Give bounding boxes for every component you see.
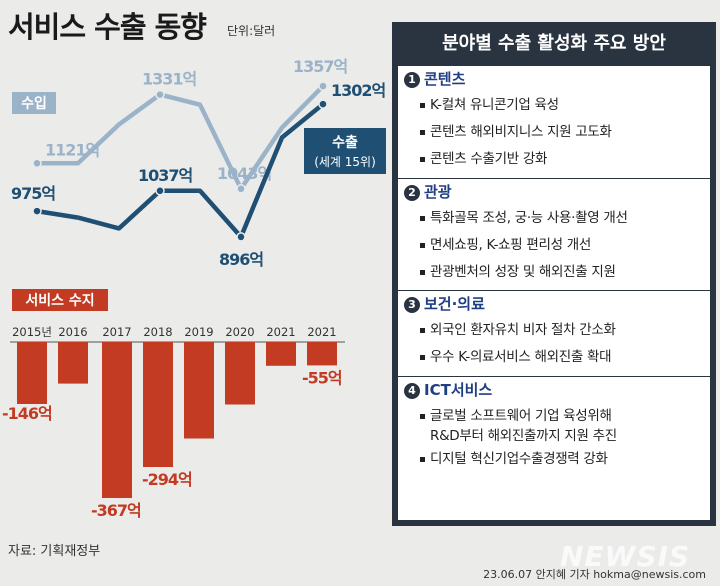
bar-chart-title-box	[12, 289, 108, 311]
x-tick-label: 2015년	[12, 325, 52, 339]
bar	[58, 342, 88, 384]
data-point	[32, 158, 42, 169]
x-tick-label: 2016	[58, 325, 87, 339]
x-tick-label: 2019	[184, 325, 213, 339]
section-heading: 3 보건·의료	[398, 291, 710, 317]
x-tick-label: 2020	[225, 325, 254, 339]
bar	[225, 342, 255, 405]
legend-tag-import	[12, 92, 56, 114]
watermark-logo: NEWSIS	[560, 540, 691, 573]
bar-data-label: -146억	[2, 404, 52, 423]
x-tick-label: 2018	[143, 325, 172, 339]
panel-title: 분야별 수출 활성화 주요 방안	[442, 33, 666, 54]
data-label: 1331억	[142, 70, 197, 89]
list-item: 외국인 환자유치 비자 절차 간소화	[420, 317, 710, 344]
section-name: 관광	[424, 183, 452, 201]
section-name: 콘텐츠	[424, 70, 466, 88]
section-item-list: 특화골목 조성, 궁·능 사용·촬영 개선 면세쇼핑, K-쇼핑 편리성 개선 …	[398, 205, 710, 286]
list-item: 콘텐츠 해외비지니스 지원 고도화	[420, 119, 710, 146]
bar	[307, 342, 337, 366]
data-point	[155, 89, 165, 100]
section-item-list: K-컬쳐 유니콘기업 육성 콘텐츠 해외비지니스 지원 고도화 콘텐츠 수출기반…	[398, 92, 710, 173]
list-item: 우수 K-의료서비스 해외진출 확대	[420, 344, 710, 371]
policy-panel: 분야별 수출 활성화 주요 방안 1 콘텐츠 K-컬쳐 유니콘기업 육성 콘텐츠 …	[392, 22, 716, 526]
bar	[184, 342, 214, 439]
unit-label: 단위:달러	[227, 24, 276, 38]
bar	[143, 342, 173, 467]
series-line-export	[34, 101, 326, 240]
data-point	[236, 232, 246, 242]
section-item-list: 외국인 환자유치 비자 절차 간소화 우수 K-의료서비스 해외진출 확대	[398, 317, 710, 371]
data-label: 1357억	[293, 57, 348, 76]
section-number-badge: 2	[404, 185, 420, 201]
panel-content: 1 콘텐츠 K-컬쳐 유니콘기업 육성 콘텐츠 해외비지니스 지원 고도화 콘텐츠…	[398, 66, 710, 520]
series-line-import	[34, 83, 326, 192]
data-label: 1302억	[331, 81, 386, 100]
data-label: 896억	[219, 250, 263, 269]
x-tick-label: 2017	[102, 325, 131, 339]
section-heading: 2 관광	[398, 179, 710, 205]
chart-canvas: 1121억 1331억 1043억 1357억 975억 1037억 896억 1302억수입…	[2, 57, 387, 520]
data-label: 1037억	[138, 166, 193, 185]
section-item-list: 글로벌 소프트웨어 기업 육성위해 R&D부터 해외진출까지 지원 추진 디지털 …	[398, 403, 710, 473]
data-label: 1121억	[45, 140, 100, 159]
bar	[17, 342, 47, 404]
section-number-badge: 3	[404, 297, 420, 313]
section-heading: 1 콘텐츠	[398, 66, 710, 92]
section-number-badge: 4	[404, 383, 420, 399]
section-heading: 4 ICT서비스	[398, 377, 710, 403]
list-item: 특화골목 조성, 궁·능 사용·촬영 개선	[420, 205, 710, 232]
data-point	[32, 206, 42, 216]
data-point	[155, 186, 165, 196]
legend-tag-export	[304, 128, 386, 174]
bar-data-label: -367억	[91, 501, 141, 520]
bar-data-label: -294억	[142, 470, 192, 489]
list-item: K-컬쳐 유니콘기업 육성	[420, 92, 710, 119]
x-tick-label: 2021	[266, 325, 295, 339]
source-note: 자료: 기획재정부	[8, 544, 101, 559]
bar-data-label: -55억	[302, 368, 342, 387]
section-name: ICT서비스	[424, 381, 493, 399]
data-label: 975억	[11, 184, 55, 203]
section-tourism: 2 관광 특화골목 조성, 궁·능 사용·촬영 개선 면세쇼핑, K-쇼핑 편리성…	[398, 178, 710, 286]
list-item: 관광벤처의 성장 및 해외진출 지원	[420, 259, 710, 286]
section-healthcare: 3 보건·의료 외국인 환자유치 비자 절차 간소화 우수 K-의료서비스 해외진…	[398, 290, 710, 371]
data-point	[318, 81, 328, 91]
section-name: 보건·의료	[424, 295, 485, 313]
section-contents: 1 콘텐츠 K-컬쳐 유니콘기업 육성 콘텐츠 해외비지니스 지원 고도화 콘텐츠…	[398, 66, 710, 173]
legend-label-import: 수입	[21, 96, 47, 112]
list-item-line: 글로벌 소프트웨어 기업 육성위해	[430, 408, 612, 424]
bar-chart-title: 서비스 수지	[25, 293, 94, 309]
credit-line: 23.06.07 안지혜 기자 hokma@newsis.com	[483, 568, 706, 581]
list-item-line: R&D부터 해외진출까지 지원 추진	[430, 428, 617, 444]
bar	[102, 342, 132, 498]
data-point	[318, 99, 328, 109]
list-item: 면세쇼핑, K-쇼핑 편리성 개선	[420, 232, 710, 259]
data-point	[236, 184, 246, 194]
section-number-badge: 1	[404, 72, 420, 88]
x-tick-label: 2021	[307, 325, 336, 339]
list-item: 콘텐츠 수출기반 강화	[420, 146, 710, 173]
list-item: 글로벌 소프트웨어 기업 육성위해 R&D부터 해외진출까지 지원 추진	[420, 403, 710, 446]
chart-title: 서비스 수출 동향	[8, 10, 207, 44]
legend-note-export: (세계 15위)	[314, 155, 376, 169]
section-ict: 4 ICT서비스 글로벌 소프트웨어 기업 육성위해 R&D부터 해외진출까지 지원…	[398, 376, 710, 473]
bar	[266, 342, 296, 366]
list-item: 디지털 혁신기업수출경쟁력 강화	[420, 446, 710, 473]
data-label: 1043억	[217, 164, 272, 183]
legend-label-export: 수출	[332, 134, 358, 151]
